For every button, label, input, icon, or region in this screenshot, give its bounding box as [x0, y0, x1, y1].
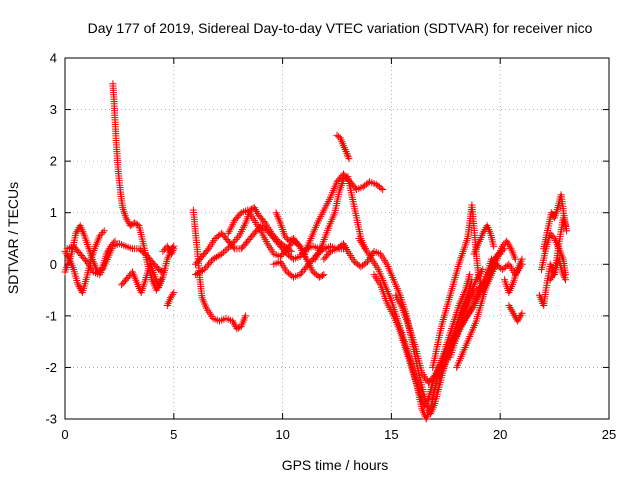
plot-frame	[64, 57, 610, 420]
x-axis-title: GPS time / hours	[282, 457, 389, 473]
sdtvar-point-markers	[505, 302, 526, 325]
sdtvar-point-markers	[118, 242, 178, 297]
y-tick-label: 0	[50, 257, 57, 272]
sdtvar-track-14	[311, 173, 369, 263]
sdtvar-track-3	[109, 80, 165, 294]
sdtvar-point-markers	[109, 80, 165, 294]
sdtvar-point-markers	[453, 237, 519, 371]
sdtvar-point-markers	[470, 222, 498, 258]
data-series-sdtvar	[61, 80, 571, 423]
x-tick-label: 20	[493, 427, 507, 442]
y-tick-label: 4	[50, 51, 57, 66]
sdtvar-point-markers	[163, 289, 178, 309]
sdtvar-track-15	[333, 131, 353, 163]
y-axis-title: SDTVAR / TECUs	[5, 182, 21, 294]
sdtvar-point-markers	[311, 173, 369, 263]
y-tick-label: 3	[50, 102, 57, 117]
sdtvar-track-30	[546, 255, 569, 284]
sdtvar-track-5	[159, 242, 178, 258]
x-axis-tick-labels: 0 5 10 15 20 25	[61, 427, 616, 442]
sdtvar-track-6	[163, 289, 178, 309]
sdtvar-track-4	[118, 242, 178, 297]
y-tick-label: 1	[50, 205, 57, 220]
sdtvar-track-25	[505, 302, 526, 325]
y-tick-label: -1	[45, 308, 57, 323]
x-tick-label: 0	[61, 427, 68, 442]
sdtvar-track-26	[501, 255, 526, 297]
x-tick-label: 25	[602, 427, 616, 442]
sdtvar-track-12	[272, 209, 308, 260]
sdtvar-point-markers	[540, 191, 571, 253]
sdtvar-point-markers	[272, 209, 308, 260]
sdtvar-point-markers	[333, 131, 353, 163]
y-tick-label: -3	[45, 412, 57, 427]
sdtvar-track-24	[470, 222, 498, 258]
sdtvar-track-23	[453, 237, 519, 371]
x-tick-label: 10	[275, 427, 289, 442]
sdtvar-point-markers	[546, 255, 569, 284]
chart-title: Day 177 of 2019, Sidereal Day-to-day VTE…	[88, 20, 593, 36]
sdtvar-track-29	[540, 191, 571, 253]
y-axis-tick-labels: -3 -2 -1 0 1 2 3 4	[45, 51, 57, 427]
sdtvar-point-markers	[159, 242, 178, 258]
sdtvar-point-markers	[501, 255, 526, 297]
x-tick-label: 5	[170, 427, 177, 442]
y-tick-label: 2	[50, 154, 57, 169]
y-tick-label: -2	[45, 360, 57, 375]
x-tick-label: 15	[384, 427, 398, 442]
